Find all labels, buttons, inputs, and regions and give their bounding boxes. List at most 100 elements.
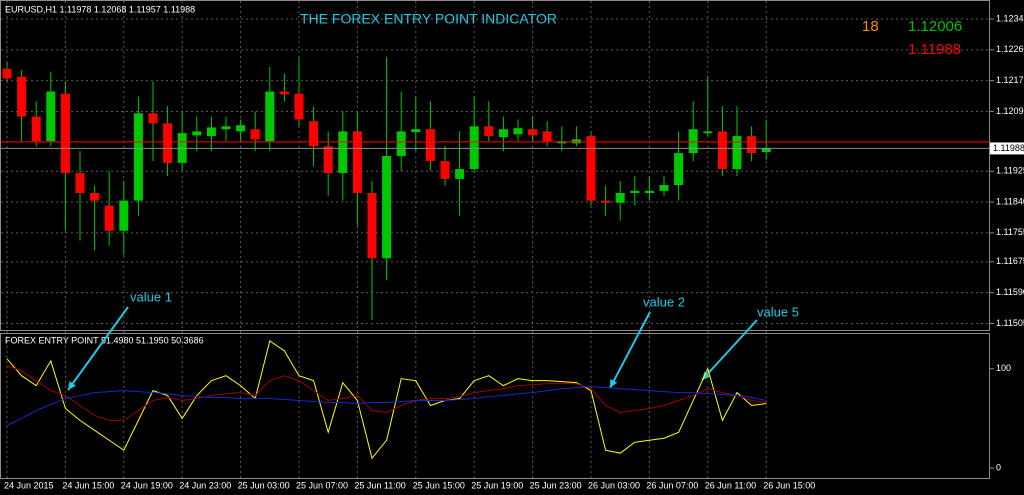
x-tick-label: 25 Jun 11:00 [354, 480, 405, 490]
candle-body [148, 113, 158, 124]
y-tick-label: 1.11755 [996, 227, 1024, 237]
candle-body [192, 131, 202, 136]
y-tick-label: 100 [996, 363, 1011, 373]
annotation: value 1 [130, 289, 172, 304]
candle-body [674, 153, 684, 186]
candle-body [133, 113, 143, 201]
candle-body [732, 136, 742, 170]
candle-body [279, 91, 289, 95]
candle-body [411, 129, 421, 133]
price-box [990, 142, 1024, 155]
x-tick-label: 25 Jun 07:00 [296, 480, 348, 490]
x-tick-label: 25 Jun 15:00 [413, 480, 465, 490]
candle-body [382, 156, 392, 259]
candle-body [615, 193, 625, 203]
candle-body [294, 93, 304, 120]
x-tick-label: 26 Jun 15:00 [763, 480, 815, 490]
y-tick-label: 1.12260 [996, 44, 1024, 54]
candle-body [352, 131, 362, 194]
ask-price: 1.12006 [908, 18, 962, 35]
candle-body [104, 205, 114, 231]
candle-body [455, 169, 465, 179]
x-tick-label: 25 Jun 03:00 [238, 480, 290, 490]
x-tick-label: 25 Jun 23:00 [530, 480, 582, 490]
arrow-head [610, 379, 618, 388]
y-tick-label: 1.11505 [996, 318, 1024, 328]
candle-body [396, 131, 406, 157]
candle-body [542, 131, 552, 142]
annotation-arrow [609, 311, 651, 389]
x-tick-label: 26 Jun 11:00 [705, 480, 756, 490]
candle-body [75, 173, 85, 194]
candle-body [338, 131, 348, 174]
candle-body [586, 136, 596, 201]
symbol-info: EURUSD,H1 1.11978 1.12068 1.11957 1.1198… [5, 4, 195, 14]
y-tick-label: 1.12175 [996, 75, 1024, 85]
y-tick-label: 1.12345 [996, 13, 1024, 23]
candle-body [31, 116, 41, 142]
candle-body [717, 131, 727, 170]
candle-body [60, 93, 70, 174]
candle-body [250, 129, 260, 140]
indicator-line [6, 386, 767, 426]
candle-body [528, 129, 538, 136]
y-tick-label: 1.12090 [996, 106, 1024, 116]
candle-body [221, 126, 231, 130]
candle-body [630, 190, 640, 194]
arrow-head [68, 381, 76, 390]
candle-body [469, 126, 479, 170]
candle-body [323, 146, 333, 174]
annotation: value 5 [757, 304, 799, 319]
indicator-line [6, 340, 767, 460]
annotation: value 2 [643, 294, 685, 309]
candle-body [265, 91, 275, 142]
candle-body [703, 131, 713, 134]
candle-body [440, 161, 450, 179]
candle-body [659, 185, 669, 191]
main-panel [0, 0, 990, 331]
x-tick-label: 26 Jun 07:00 [646, 480, 698, 490]
y-tick-label: 0 [996, 462, 1001, 472]
y-tick-label: 1.11590 [996, 287, 1024, 297]
candle-body [46, 91, 56, 142]
candle-body [644, 190, 654, 194]
candle-body [747, 136, 757, 154]
x-tick-label: 24 Jun 15:00 [62, 480, 114, 490]
y-tick-label: 1.11675 [996, 256, 1024, 266]
candle-body [163, 123, 173, 163]
candle-body [601, 200, 611, 203]
indicator-line [6, 365, 767, 421]
candle-body [367, 193, 377, 259]
bid-price: 1.11988 [908, 41, 961, 58]
candle-body [206, 127, 216, 137]
candle-body [571, 139, 581, 144]
chart-title: THE FOREX ENTRY POINT INDICATOR [300, 11, 557, 27]
x-tick-label: 24 Jun 2015 [4, 480, 54, 490]
price-box-label: 1.11988 [993, 143, 1024, 153]
y-tick-label: 1.11840 [996, 196, 1024, 206]
candle-body [761, 148, 771, 153]
candle-body [513, 128, 523, 135]
spread: 18 [862, 18, 879, 35]
candle-body [309, 121, 319, 147]
candle-body [119, 200, 129, 231]
candle-body [425, 129, 435, 162]
y-tick-label: 1.11925 [996, 166, 1024, 176]
x-tick-label: 25 Jun 19:00 [471, 480, 523, 490]
candle-body [498, 129, 508, 138]
candle-body [688, 129, 698, 154]
indicator-panel [0, 333, 990, 479]
x-tick-label: 24 Jun 23:00 [179, 480, 231, 490]
x-tick-label: 24 Jun 19:00 [121, 480, 173, 490]
candle-body [17, 76, 27, 117]
candle-body [90, 193, 100, 201]
x-tick-label: 26 Jun 03:00 [588, 480, 640, 490]
candle-body [484, 126, 494, 137]
annotation-arrow [701, 319, 758, 381]
candle-body [236, 125, 246, 132]
candle-body [2, 68, 12, 79]
annotation-arrow [67, 306, 129, 391]
